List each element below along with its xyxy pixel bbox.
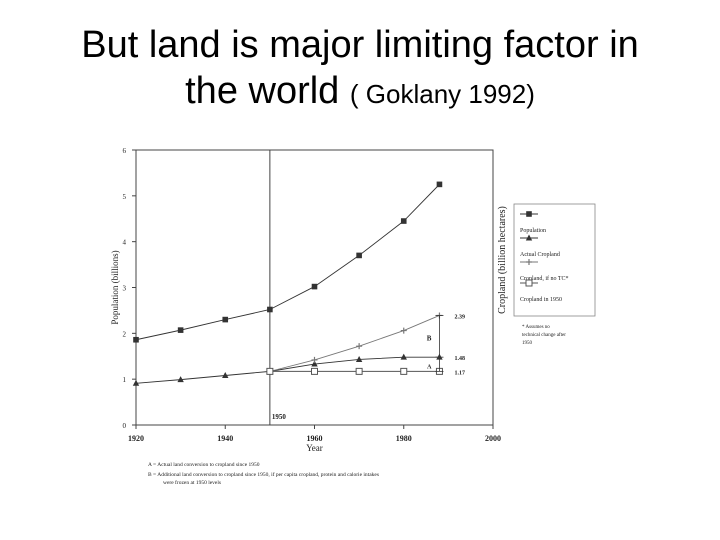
data-point-population <box>267 306 273 313</box>
y-tick-label: 0 <box>123 422 127 430</box>
value-label-1950: 1.17 <box>454 370 465 376</box>
legend-label-population: Population <box>520 228 546 234</box>
data-point-cropland-if-no-tc <box>311 356 318 363</box>
data-point-actual-cropland <box>311 360 318 367</box>
data-point-population <box>222 316 229 323</box>
data-point-population <box>400 218 407 224</box>
legend-note-line: * Assumes no <box>522 325 550 330</box>
legend-note-line: 1950 <box>522 341 533 346</box>
legend-marker-population <box>526 211 532 217</box>
annotations: 2.39 1.48 1.17 B A <box>427 314 465 376</box>
series-cropland-in-1950 <box>266 367 443 375</box>
axes: 0 1 2 3 4 5 6 1920 1940 1960 1980 2000 Year Populatio… <box>110 147 508 453</box>
data-point-population <box>133 336 139 343</box>
data-point-population <box>356 252 362 259</box>
data-point-population <box>177 327 184 333</box>
legend-box <box>513 203 596 317</box>
vline-1950-label: 1950 <box>272 413 287 421</box>
series-layer <box>132 181 443 386</box>
value-label-actual: 1.48 <box>454 356 465 362</box>
x-tick-label: 1940 <box>217 434 233 443</box>
y-tick-label: 3 <box>123 285 127 293</box>
y-tick-label: 6 <box>123 147 127 155</box>
data-point-actual-cropland <box>400 353 407 360</box>
data-point-actual-cropland <box>132 379 140 386</box>
data-point-cropland-in-1950 <box>311 367 318 375</box>
data-point-cropland-in-1950 <box>400 367 408 375</box>
footnote-b-cont: were frozen at 1950 levels <box>163 479 221 486</box>
title-line-2-main: the world <box>185 70 340 112</box>
data-point-actual-cropland <box>222 372 229 378</box>
data-point-cropland-if-no-tc <box>400 327 407 334</box>
data-point-population <box>436 181 443 188</box>
title-line-2: the world ( Goklany 1992) <box>0 68 720 117</box>
data-point-actual-cropland <box>355 355 363 362</box>
data-point-population <box>311 283 318 290</box>
legend: Population Actual Cropland Cropland, if no… <box>513 203 596 346</box>
y-tick-label: 1 <box>123 376 127 384</box>
legend-marker-cropland-if-no-tc <box>526 259 532 265</box>
series-line-cropland-if-no-tc <box>269 315 440 372</box>
y-tick-label: 5 <box>123 193 127 201</box>
data-point-cropland-in-1950 <box>355 367 363 375</box>
legend-label-actual-cropland: Actual Cropland <box>520 252 560 258</box>
legend-label-cropland-in-1950: Cropland in 1950 <box>520 297 562 303</box>
x-tick-label: 1960 <box>307 434 323 443</box>
legend-marker-cropland-in-1950 <box>525 279 533 287</box>
x-tick-label: 2000 <box>485 434 501 443</box>
data-point-cropland-in-1950 <box>266 367 274 375</box>
series-actual-cropland <box>132 353 443 386</box>
title-line-1: But land is major limiting factor in <box>81 24 639 66</box>
x-axis-label: Year <box>306 443 323 453</box>
legend-note-line: technical change after <box>522 333 566 338</box>
y-axis-label-left: Population (billions) <box>110 250 120 324</box>
series-line-population <box>135 184 440 341</box>
slide-title: But land is major limiting factor in the… <box>0 22 720 117</box>
data-point-actual-cropland <box>177 376 184 383</box>
footnote-a: A = Actual land conversion to cropland s… <box>148 462 260 468</box>
y-tick-label: 2 <box>123 330 127 338</box>
data-point-cropland-if-no-tc <box>356 343 363 350</box>
y-axis-label-right: Cropland (billion hectares) <box>497 206 508 314</box>
legend-marker-actual-cropland <box>525 234 533 241</box>
footnotes: A = Actual land conversion to cropland s… <box>148 462 379 486</box>
footnote-b: B = Additional land conversion to cropla… <box>148 471 379 478</box>
series-line-actual-cropland <box>135 356 440 384</box>
legend-label-cropland-if-no-tc: Cropland, if no TC* <box>520 275 569 282</box>
bracket-label-b: B <box>427 334 432 342</box>
series-population <box>133 181 443 343</box>
title-citation: ( Goklany 1992) <box>349 79 535 109</box>
y-tick-label: 4 <box>123 239 127 247</box>
series-cropland-if-no-tc <box>266 312 443 375</box>
x-tick-label: 1980 <box>396 434 412 443</box>
value-label-no-tc: 2.39 <box>454 314 465 320</box>
x-tick-label: 1920 <box>128 434 144 443</box>
bracket-label-a: A <box>427 364 432 370</box>
